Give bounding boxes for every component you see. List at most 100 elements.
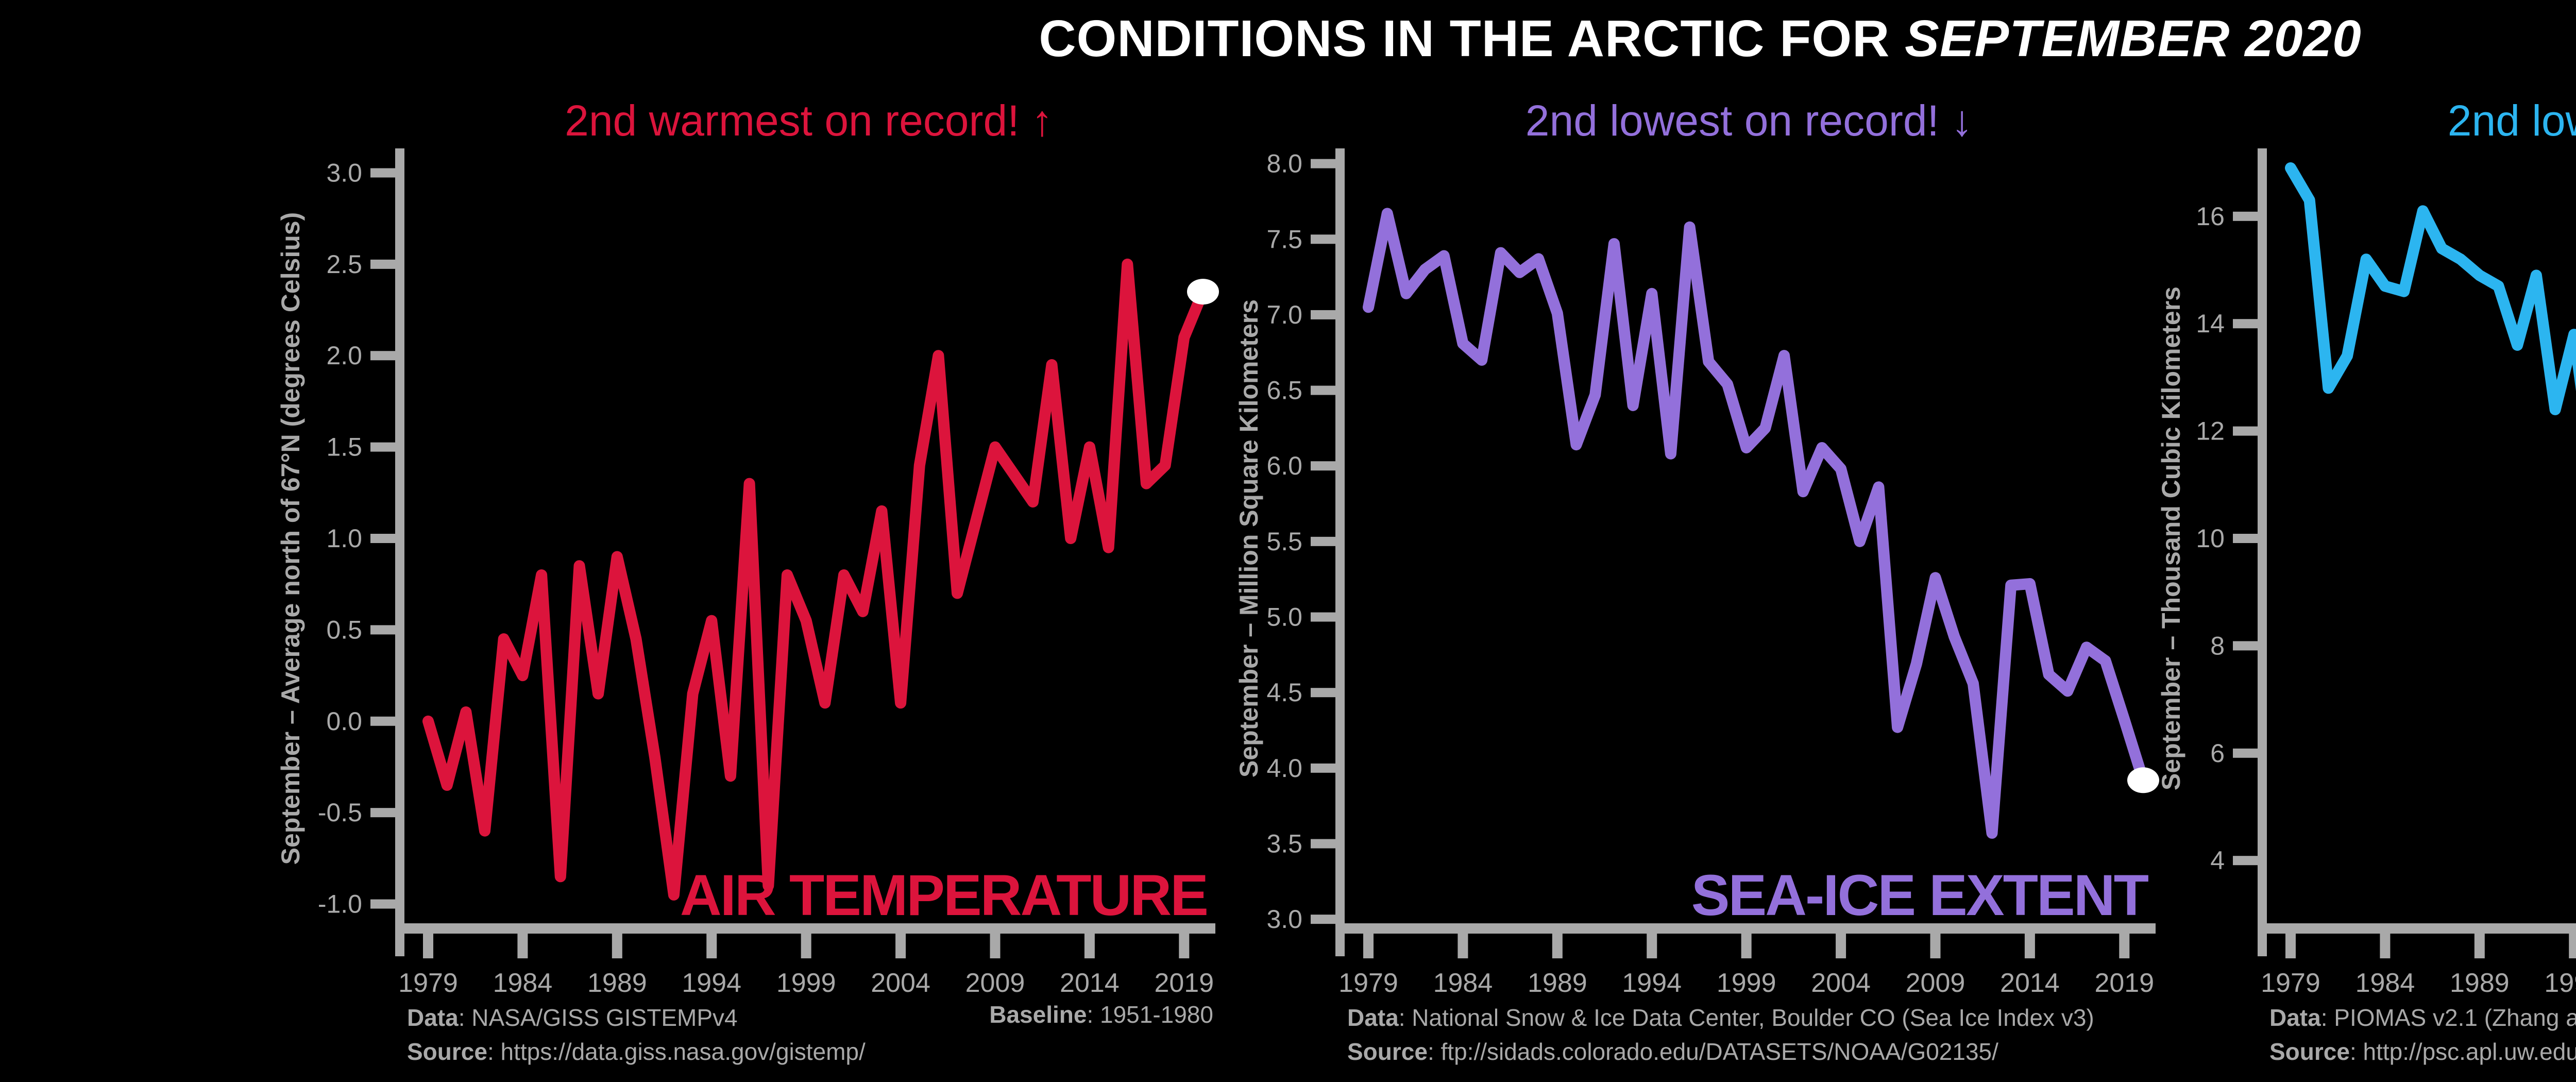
x-tick-label: 1989 [587, 968, 647, 998]
y-tick-label: 5.5 [1266, 527, 1302, 556]
x-tick [2024, 934, 2035, 958]
y-tick-label: -0.5 [318, 798, 362, 827]
x-tick-label: 1989 [2450, 968, 2510, 998]
x-tick [1179, 934, 1190, 958]
temperature-last-point-marker [1187, 279, 1219, 305]
y-tick [370, 259, 395, 269]
x-tick-label: 2004 [1811, 968, 1871, 998]
x-tick-label: 2014 [1060, 968, 1120, 998]
temperature-line [422, 258, 1209, 901]
baseline-value: : 1951-1980 [1087, 1001, 1213, 1028]
extent-chart: 8.0 7.5 7.0 6.5 6.0 5.5 5.0 4.5 4.0 3.5 3.0 1979 198… [1266, 148, 2159, 998]
figure-title-emphasis: SEPTEMBER 2020 [1905, 10, 2362, 67]
y-tick-label: 6 [2210, 739, 2225, 768]
y-tick [370, 351, 395, 361]
y-tick [370, 168, 395, 178]
volume-chart: 1614121086419791984198919941999200420092… [2196, 148, 2576, 998]
y-tick-label: 12 [2196, 417, 2225, 446]
y-tick-label: 6.5 [1266, 376, 1302, 405]
x-tick [1836, 934, 1846, 958]
y-tick [1311, 915, 1335, 924]
y-tick [1311, 763, 1335, 773]
temperature-baseline: Baseline: 1951-1980 [801, 1001, 1213, 1028]
y-tick-label: 8 [2210, 631, 2225, 660]
source-value: : http://psc.apl.uw.edu/research/project… [2349, 1038, 2576, 1065]
data-label: Data [407, 1004, 459, 1031]
y-tick-label: 4.0 [1266, 754, 1302, 783]
x-tick-label: 1979 [1338, 968, 1398, 998]
x-tick-label: 1999 [1717, 968, 1776, 998]
volume-line [2285, 162, 2576, 415]
y-axis-spine [395, 148, 404, 956]
y-tick-label: 1.5 [326, 433, 362, 462]
volume-footer: Data: PIOMAS v2.1 (Zhang and Rothrock, 2… [2269, 1001, 2576, 1069]
x-tick [895, 934, 906, 958]
x-tick-label: 2009 [965, 968, 1025, 998]
x-tick [612, 934, 622, 958]
y-tick [1311, 839, 1335, 849]
y-tick-label: 0.5 [326, 615, 362, 644]
temperature-chart: 3.0 2.5 2.0 1.5 1.0 0.5 0.0 -0.5 -1.0 1979 1984 198… [318, 148, 1219, 998]
source-value: : https://data.giss.nasa.gov/gistemp/ [487, 1038, 866, 1065]
y-tick-label: -1.0 [318, 890, 362, 919]
x-tick [1084, 934, 1095, 958]
y-tick-label: 3.0 [1266, 905, 1302, 934]
y-tick-label: 5.0 [1266, 603, 1302, 632]
y-tick-label: 7.0 [1266, 300, 1302, 329]
y-tick [370, 716, 395, 726]
x-tick-label: 2009 [1906, 968, 1965, 998]
extent-data-line: Data: National Snow & Ice Data Center, B… [1347, 1001, 2094, 1035]
x-tick-label: 1999 [776, 968, 836, 998]
x-tick-label: 1989 [1528, 968, 1587, 998]
x-tick-label: 1984 [2355, 968, 2415, 998]
x-tick [1647, 934, 1657, 958]
source-value: : ftp://sidads.colorado.edu/DATASETS/NOA… [1427, 1038, 1998, 1065]
x-tick-label: 2004 [871, 968, 930, 998]
x-tick [517, 934, 528, 958]
extent-annotation: 2nd lowest on record! ↓ [1525, 96, 1973, 145]
y-tick-label: 8.0 [1266, 149, 1302, 178]
volume-source-line: Source: http://psc.apl.uw.edu/research/p… [2269, 1035, 2576, 1069]
x-tick [2474, 934, 2485, 958]
y-tick [2233, 319, 2258, 329]
y-tick [2233, 534, 2258, 543]
x-axis-spine [395, 923, 1215, 934]
y-tick [2233, 211, 2258, 221]
y-tick [1311, 385, 1335, 395]
y-tick [1311, 461, 1335, 471]
y-tick [1311, 310, 1335, 319]
x-tick [1458, 934, 1468, 958]
y-axis-spine [1335, 148, 1345, 956]
y-tick-label: 7.5 [1266, 225, 1302, 253]
data-label: Data [2269, 1004, 2321, 1031]
temperature-source-line: Source: https://data.giss.nasa.gov/giste… [407, 1035, 866, 1069]
y-tick [1311, 612, 1335, 622]
extent-source-line: Source: ftp://sidads.colorado.edu/DATASE… [1347, 1035, 2094, 1069]
y-tick [370, 442, 395, 452]
x-tick [2569, 934, 2576, 958]
y-tick [1311, 234, 1335, 244]
x-tick [990, 934, 1001, 958]
x-tick [2285, 934, 2296, 958]
figure-title: CONDITIONS IN THE ARCTIC FOR SEPTEMBER 2… [0, 9, 2576, 69]
data-label: Data [1347, 1004, 1399, 1031]
y-tick-label: 4 [2210, 846, 2225, 875]
x-tick-label: 1979 [2261, 968, 2320, 998]
y-tick-label: 16 [2196, 202, 2225, 231]
y-tick-label: 3.5 [1266, 829, 1302, 858]
y-axis-spine [2258, 148, 2267, 956]
x-tick-label: 1984 [493, 968, 553, 998]
y-tick-label: 3.0 [326, 158, 362, 187]
x-tick [1930, 934, 1941, 958]
x-tick-label: 1994 [1622, 968, 1682, 998]
y-tick [2233, 641, 2258, 651]
volume-data-line: Data: PIOMAS v2.1 (Zhang and Rothrock, 2… [2269, 1001, 2576, 1035]
temperature-data-line: Data: NASA/GISS GISTEMPv4 [407, 1001, 866, 1035]
source-label: Source [407, 1038, 487, 1065]
data-value: : National Snow & Ice Data Center, Bould… [1398, 1004, 2094, 1031]
y-tick-label: 2.0 [326, 341, 362, 370]
source-label: Source [1347, 1038, 1428, 1065]
y-tick [2233, 426, 2258, 436]
